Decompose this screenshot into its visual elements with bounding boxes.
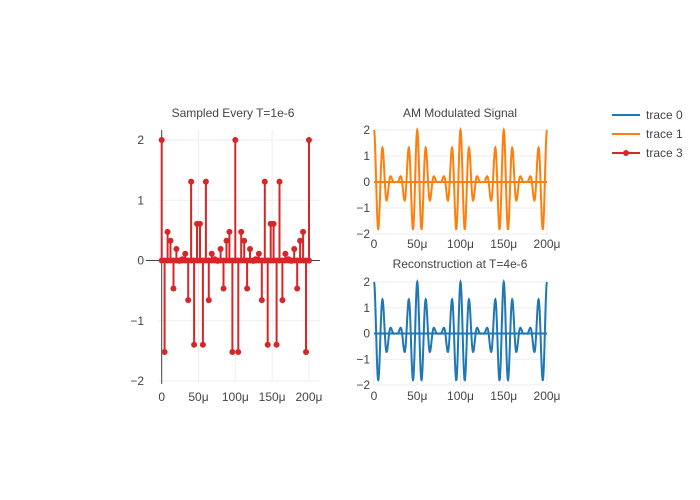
y-tick-label: 0 <box>363 175 370 189</box>
sample-point <box>164 228 171 235</box>
x-tick-label: 50μ <box>188 390 208 404</box>
sample-point <box>185 297 192 304</box>
y-tick-label: 1 <box>363 301 370 315</box>
x-tick-label: 100μ <box>447 237 474 251</box>
x-tick-label: 100μ <box>222 390 249 404</box>
sample-base-point <box>305 257 312 264</box>
sample-point <box>270 220 277 227</box>
sample-point <box>170 285 177 292</box>
sample-point <box>220 285 227 292</box>
sample-point <box>238 228 245 235</box>
legend-marker <box>623 150 629 156</box>
x-tick-label: 150μ <box>259 390 286 404</box>
y-tick-label: −2 <box>130 374 144 388</box>
sample-point <box>282 250 289 257</box>
sample-point <box>196 220 203 227</box>
y-tick-label: −2 <box>356 378 370 392</box>
sample-point <box>173 245 180 252</box>
sample-point <box>158 137 165 143</box>
x-tick-label: 0 <box>371 237 378 251</box>
y-tick-label: −1 <box>356 352 370 366</box>
y-tick-label: 0 <box>137 254 144 268</box>
x-tick-label: 50μ <box>407 237 427 251</box>
sample-point <box>182 250 189 257</box>
sample-point <box>255 250 262 257</box>
sample-point <box>258 297 265 304</box>
legend-item[interactable]: trace 1 <box>612 127 683 141</box>
sample-point <box>279 297 286 304</box>
sample-point <box>167 237 174 244</box>
sample-point <box>232 137 239 143</box>
x-tick-label: 200μ <box>534 389 561 403</box>
panel-title: AM Modulated Signal <box>403 106 517 120</box>
x-tick-label: 150μ <box>490 389 517 403</box>
panel-sampled: Sampled Every T=1e-6 2 1 0 −1 −2 0 50μ 100μ 150μ 2… <box>130 106 322 404</box>
sample-point <box>229 348 236 355</box>
legend: trace 0 trace 1 trace 3 <box>612 108 683 160</box>
sample-point <box>223 237 230 244</box>
sample-point <box>276 178 283 185</box>
sample-point <box>294 285 301 292</box>
panel-title: Sampled Every T=1e-6 <box>172 106 295 120</box>
x-tick-label: 200μ <box>295 390 322 404</box>
sample-point <box>161 348 168 355</box>
x-tick-label: 150μ <box>490 237 517 251</box>
sample-point <box>300 228 307 235</box>
legend-label: trace 1 <box>646 127 683 141</box>
y-tick-label: 0 <box>363 327 370 341</box>
y-tick-label: 1 <box>137 193 144 207</box>
x-tick-label: 100μ <box>447 389 474 403</box>
sample-point <box>303 348 310 355</box>
legend-label: trace 3 <box>646 146 683 160</box>
y-tick-label: 2 <box>363 123 370 137</box>
sample-point <box>208 250 215 257</box>
sample-point <box>291 245 298 252</box>
legend-label: trace 0 <box>646 108 683 122</box>
x-tick-label: 200μ <box>534 237 561 251</box>
y-tick-label: 1 <box>363 149 370 163</box>
panel-title: Reconstruction at T=4e-6 <box>393 257 528 271</box>
legend-item[interactable]: trace 3 <box>612 146 683 160</box>
y-tick-label: 2 <box>137 133 144 147</box>
sample-point <box>188 178 195 185</box>
sample-point <box>244 285 251 292</box>
series-line <box>373 126 548 231</box>
sample-point <box>205 297 212 304</box>
sample-point <box>217 245 224 252</box>
sample-point <box>305 137 312 143</box>
sample-point <box>199 341 206 348</box>
sample-point <box>264 341 271 348</box>
y-tick-label: −1 <box>130 314 144 328</box>
sample-point <box>297 237 304 244</box>
y-tick-label: −2 <box>356 227 370 241</box>
y-tick-label: −1 <box>356 201 370 215</box>
legend-item[interactable]: trace 0 <box>612 108 683 122</box>
sample-point <box>241 237 248 244</box>
sample-point <box>247 245 254 252</box>
sample-point <box>235 348 242 355</box>
x-tick-label: 0 <box>371 389 378 403</box>
y-tick-label: 2 <box>363 275 370 289</box>
x-tick-label: 0 <box>158 390 165 404</box>
sample-point <box>226 228 233 235</box>
series-line <box>373 278 548 382</box>
sample-point <box>191 341 198 348</box>
sample-point <box>273 341 280 348</box>
sample-point <box>261 178 268 185</box>
sample-point <box>202 178 209 185</box>
x-tick-label: 50μ <box>407 389 427 403</box>
